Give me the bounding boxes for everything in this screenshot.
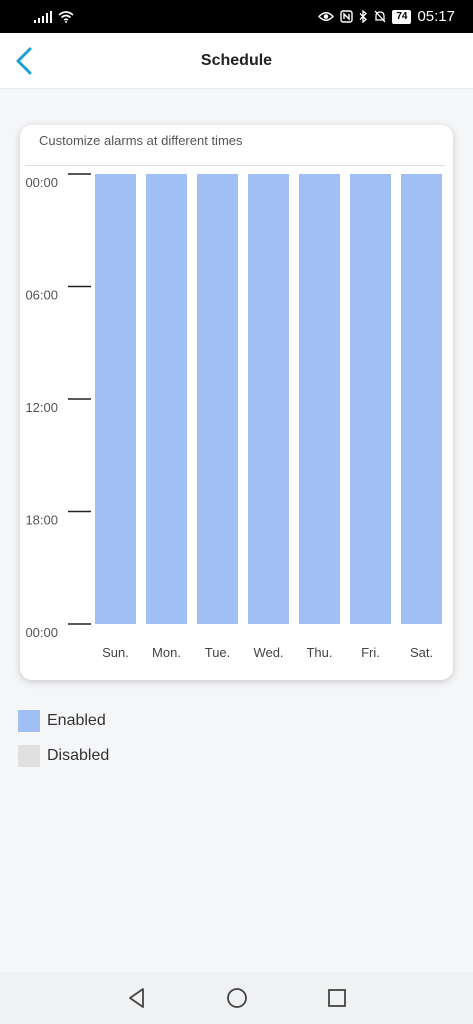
bar-wed[interactable]	[248, 174, 289, 624]
y-tick-label: 06:00	[25, 288, 58, 303]
eye-icon	[318, 12, 335, 21]
back-triangle-icon	[128, 988, 144, 1008]
nav-home-button[interactable]	[221, 982, 253, 1014]
bar-mon[interactable]	[146, 174, 187, 624]
x-tick-label: Sun.	[102, 645, 129, 660]
legend-label-disabled: Disabled	[47, 747, 110, 764]
status-bar: 74 05:17	[0, 0, 473, 33]
schedule-card: Customize alarms at different times 00:0…	[20, 125, 453, 680]
x-tick-label: Mon.	[152, 645, 181, 660]
nfc-icon	[340, 10, 354, 23]
y-tick-label: 12:00	[25, 400, 58, 415]
y-tick-label: 00:00	[25, 175, 58, 190]
x-tick-label: Thu.	[306, 645, 332, 660]
y-tick-label: 18:00	[25, 513, 58, 528]
status-time: 05:17	[417, 8, 455, 25]
wifi-icon	[58, 10, 74, 23]
back-button[interactable]	[6, 43, 42, 79]
signal-icon	[34, 10, 52, 23]
nav-recents-button[interactable]	[321, 982, 353, 1014]
legend-label-enabled: Enabled	[47, 712, 106, 729]
battery-icon: 74	[392, 9, 412, 24]
app-header: Schedule	[0, 33, 473, 89]
chevron-left-icon	[16, 47, 32, 75]
bar-thu[interactable]	[299, 174, 340, 624]
legend-swatch-enabled	[18, 710, 40, 732]
page-title: Schedule	[200, 52, 273, 69]
card-caption: Customize alarms at different times	[39, 133, 243, 148]
x-tick-label: Tue.	[205, 645, 231, 660]
mute-icon	[374, 10, 386, 23]
bar-fri[interactable]	[350, 174, 391, 624]
legend: Enabled Disabled	[18, 710, 109, 780]
y-tick-label: 00:00	[25, 625, 58, 640]
home-circle-icon	[226, 988, 247, 1008]
legend-item-enabled: Enabled	[18, 710, 109, 732]
legend-item-disabled: Disabled	[18, 745, 109, 767]
schedule-chart[interactable]: 00:00 06:00 12:00 18:00 00:00 Sun. Mon. Tue. Wed…	[20, 125, 453, 680]
card-divider	[25, 165, 445, 166]
bluetooth-icon	[359, 10, 368, 23]
system-nav-bar	[0, 972, 473, 1024]
x-tick-label: Sat.	[410, 645, 433, 660]
bar-tue[interactable]	[197, 174, 238, 624]
nav-back-button[interactable]	[121, 982, 153, 1014]
x-tick-label: Fri.	[361, 645, 380, 660]
bar-sun[interactable]	[95, 174, 136, 624]
bar-sat[interactable]	[401, 174, 442, 624]
legend-swatch-disabled	[18, 745, 40, 767]
recents-square-icon	[327, 989, 346, 1007]
x-tick-label: Wed.	[253, 645, 283, 660]
